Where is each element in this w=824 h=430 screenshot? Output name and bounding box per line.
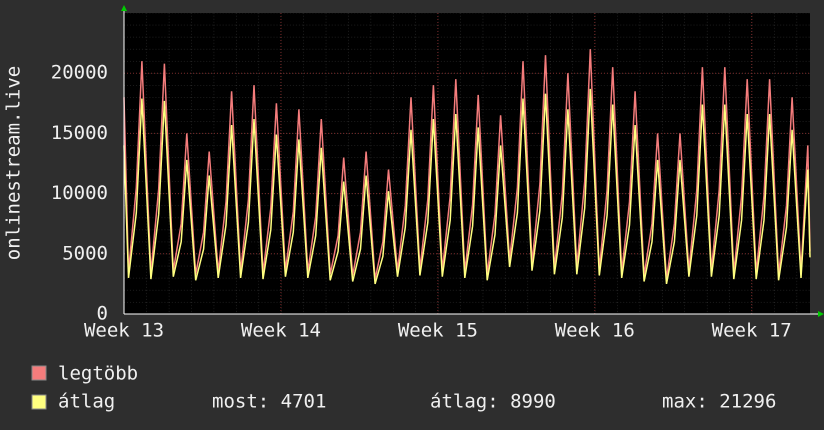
y-tick-label: 20000: [51, 62, 108, 84]
x-tick-label: Week 15: [398, 320, 478, 342]
series-line: [123, 49, 811, 280]
y-tick-label: 5000: [62, 242, 108, 264]
x-tick-label: Week 17: [712, 320, 792, 342]
legend-swatch: [31, 365, 47, 381]
stat: most: 4701: [212, 391, 326, 413]
legend-label: átlag: [58, 391, 115, 413]
axis-arrow: [818, 311, 824, 317]
y-tick-label: 10000: [51, 182, 108, 204]
x-tick-label: Week 16: [555, 320, 635, 342]
stat: átlag: 8990: [430, 391, 556, 413]
y-axis-label: onlinestream.live: [3, 66, 25, 260]
legend-swatch: [31, 394, 47, 410]
axis-arrow: [121, 5, 127, 11]
legend-label: legtöbb: [58, 363, 138, 385]
y-tick-label: 15000: [51, 122, 108, 144]
x-tick-label: Week 13: [84, 320, 164, 342]
stat: max: 21296: [662, 391, 776, 413]
y-tick-label: 0: [97, 303, 108, 325]
x-tick-label: Week 14: [241, 320, 321, 342]
series-line: [123, 88, 811, 285]
